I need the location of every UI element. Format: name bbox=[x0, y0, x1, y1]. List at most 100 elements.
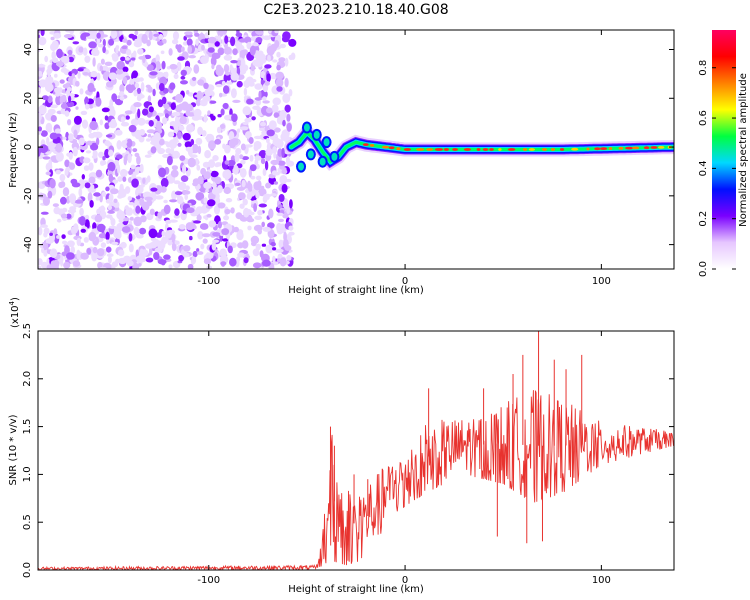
noise-blob bbox=[49, 248, 58, 258]
noise-blob bbox=[165, 148, 172, 154]
noise-blob bbox=[99, 119, 104, 126]
noise-blob bbox=[254, 215, 263, 220]
noise-blob bbox=[38, 112, 42, 122]
noise-blob bbox=[252, 248, 260, 257]
noise-blob bbox=[55, 152, 64, 162]
noise-blob bbox=[230, 207, 235, 214]
noise-blob bbox=[163, 204, 171, 215]
noise-blob bbox=[47, 190, 53, 199]
noise-blob bbox=[56, 235, 61, 239]
noise-blob bbox=[261, 130, 267, 135]
noise-blob bbox=[140, 215, 147, 223]
noise-blob bbox=[186, 38, 193, 47]
noise-blob bbox=[79, 207, 84, 216]
noise-blob bbox=[265, 148, 274, 156]
noise-blob bbox=[100, 242, 107, 248]
noise-blob bbox=[206, 199, 216, 207]
noise-blob bbox=[82, 47, 88, 56]
noise-blob bbox=[119, 84, 125, 93]
noise-blob bbox=[79, 216, 86, 226]
noise-blob bbox=[276, 51, 281, 58]
noise-blob bbox=[66, 213, 72, 219]
noise-blob bbox=[258, 203, 267, 208]
noise-blob bbox=[260, 158, 266, 165]
noise-blob bbox=[269, 72, 277, 78]
noise-blob bbox=[50, 104, 58, 109]
noise-blob bbox=[62, 240, 68, 245]
noise-blob bbox=[48, 111, 53, 116]
noise-blob bbox=[223, 85, 230, 94]
noise-blob bbox=[113, 233, 122, 239]
noise-blob bbox=[87, 82, 95, 93]
noise-blob bbox=[262, 96, 267, 101]
noise-blob bbox=[144, 154, 152, 158]
noise-blob bbox=[253, 135, 263, 140]
noise-blob bbox=[78, 46, 84, 53]
noise-blob bbox=[162, 117, 168, 125]
noise-blob bbox=[160, 186, 167, 193]
noise-blob bbox=[52, 203, 60, 208]
noise-blob bbox=[286, 122, 292, 132]
noise-blob bbox=[276, 64, 281, 71]
noise-blob bbox=[146, 39, 151, 47]
signal-peak bbox=[362, 143, 369, 147]
noise-blob bbox=[175, 93, 184, 103]
noise-blob bbox=[107, 210, 115, 214]
noise-blob bbox=[197, 126, 204, 136]
noise-blob bbox=[254, 30, 263, 35]
signal-peak bbox=[452, 148, 458, 151]
noise-blob bbox=[78, 137, 85, 146]
signal-peak bbox=[403, 148, 411, 151]
noise-blob bbox=[67, 49, 73, 56]
noise-blob bbox=[50, 36, 55, 41]
snr-xtick-label: -100 bbox=[197, 575, 220, 586]
noise-blob bbox=[185, 110, 191, 117]
noise-blob bbox=[202, 161, 210, 168]
noise-blob bbox=[209, 113, 214, 118]
noise-blob bbox=[211, 241, 217, 251]
noise-blob bbox=[95, 49, 100, 56]
noise-blob bbox=[164, 113, 169, 119]
noise-blob bbox=[272, 59, 278, 63]
noise-blob bbox=[230, 36, 236, 47]
noise-blob bbox=[97, 261, 103, 269]
noise-blob bbox=[257, 209, 263, 216]
signal-peak bbox=[369, 144, 375, 147]
noise-blob bbox=[45, 238, 54, 244]
noise-blob bbox=[244, 117, 252, 123]
noise-blob bbox=[60, 213, 68, 219]
noise-blob bbox=[258, 188, 267, 197]
noise-blob bbox=[281, 183, 288, 193]
noise-blob bbox=[42, 156, 51, 160]
noise-blob bbox=[227, 159, 236, 167]
colorbar-ticks: 0.0 0.2 0.4 0.6 0.8 bbox=[698, 60, 736, 277]
noise-blob bbox=[186, 123, 195, 133]
noise-blob bbox=[53, 32, 62, 39]
noise-blob bbox=[210, 170, 219, 178]
noise-blob bbox=[276, 227, 284, 235]
noise-blob bbox=[221, 80, 226, 86]
noise-blob bbox=[104, 122, 110, 130]
noise-blob bbox=[207, 110, 211, 116]
noise-blob bbox=[115, 69, 124, 75]
noise-blob bbox=[171, 39, 179, 45]
noise-blob bbox=[230, 88, 237, 99]
noise-blob bbox=[204, 150, 212, 159]
noise-blob bbox=[238, 192, 246, 200]
noise-blob bbox=[63, 34, 73, 39]
noise-blob bbox=[255, 191, 260, 199]
signal-peak bbox=[507, 148, 516, 151]
signal-peak bbox=[625, 146, 634, 150]
noise-blob bbox=[116, 60, 125, 70]
noise-blob bbox=[233, 226, 239, 233]
noise-blob bbox=[104, 115, 109, 121]
noise-blob bbox=[250, 235, 260, 244]
noise-blob bbox=[38, 79, 48, 88]
noise-blob bbox=[187, 45, 192, 54]
noise-blob bbox=[196, 90, 203, 101]
noise-blob bbox=[243, 207, 250, 218]
noise-blob bbox=[208, 140, 216, 150]
noise-blob bbox=[130, 57, 136, 61]
noise-blob bbox=[181, 189, 188, 196]
noise-blob bbox=[114, 129, 123, 136]
